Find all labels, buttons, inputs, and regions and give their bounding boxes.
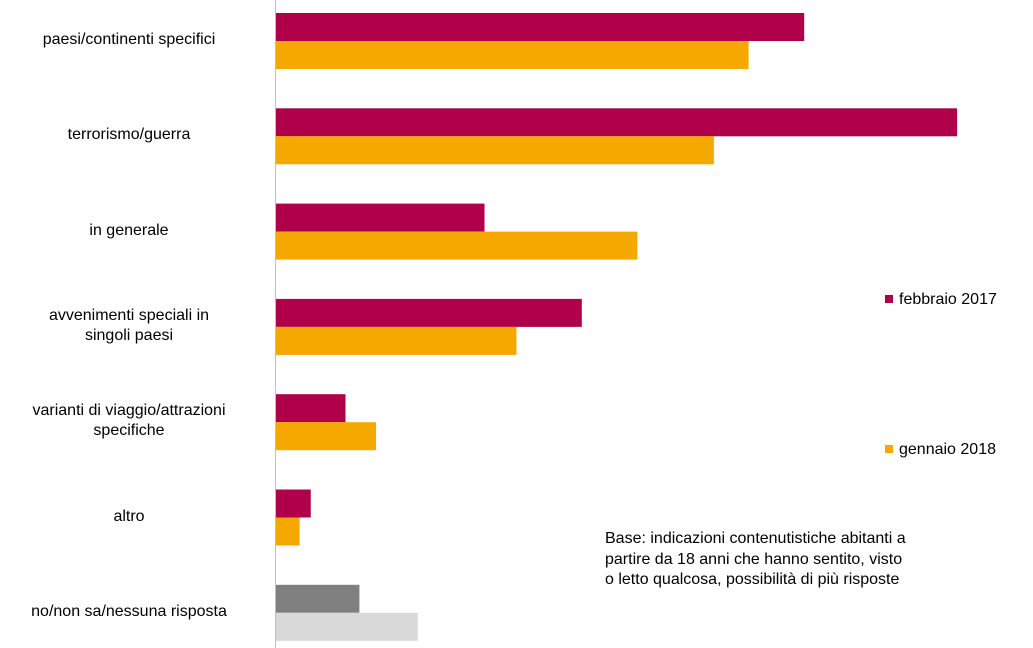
bar-gennaio-2018-0 [276, 41, 749, 69]
category-label-line: singoli paesi [84, 326, 174, 344]
legend-swatch-febbraio-2017 [885, 295, 893, 303]
category-label-line: varianti di viaggio/attrazioni [32, 402, 226, 420]
legend-item-febbraio-2017: febbraio 2017 [885, 290, 997, 310]
legend-label-gennaio-2018: gennaio 2018 [899, 441, 996, 458]
bar-febbraio-2017-0 [276, 13, 805, 41]
category-label-0: paesi/continenti specifici [0, 30, 258, 50]
bar-gennaio-2018-3 [276, 326, 517, 355]
bar-gennaio-2018-1 [276, 136, 714, 165]
legend-label-febbraio-2017: febbraio 2017 [899, 291, 997, 308]
legend-swatch-gennaio-2018 [885, 445, 893, 453]
legend-item-gennaio-2018: gennaio 2018 [885, 440, 996, 460]
bar-febbraio-2017-6 [276, 584, 360, 613]
category-label-6: no/non sa/nessuna risposta [0, 602, 258, 622]
bar-gennaio-2018-5 [276, 517, 300, 546]
category-label-1: terrorismo/guerra [0, 125, 258, 145]
category-label-line: no/non sa/nessuna risposta [31, 602, 227, 620]
bar-gennaio-2018-2 [276, 231, 638, 260]
bar-febbraio-2017-3 [276, 298, 582, 327]
bar-febbraio-2017-5 [276, 489, 311, 518]
base-note-line-2: partire da 18 anni che hanno sentito, vi… [605, 550, 903, 568]
category-label-line: in generale [89, 221, 169, 239]
category-label-3: avvenimenti speciali in singoli paesi [0, 306, 258, 346]
category-label-line: specifiche [93, 422, 165, 440]
bar-gennaio-2018-4 [276, 422, 377, 451]
category-label-2: in generale [0, 221, 258, 241]
base-note-line-3: o letto qualcosa, possibilità di più ris… [605, 571, 900, 588]
bar-gennaio-2018-6 [276, 612, 418, 641]
base-note-line-1: Base: indicazioni contenutistiche abitan… [605, 530, 906, 547]
bar-febbraio-2017-4 [276, 394, 346, 423]
category-label-5: altro [0, 507, 258, 527]
category-label-line: avvenimenti speciali in [48, 306, 210, 324]
base-note: Base: indicazioni contenutistiche abitan… [605, 529, 1033, 591]
category-label-line: altro [113, 507, 145, 525]
bar-febbraio-2017-2 [276, 203, 485, 232]
bar-febbraio-2017-1 [276, 108, 958, 137]
category-label-4: varianti di viaggio/attrazioni specifiche [0, 401, 258, 441]
category-label-line: terrorismo/guerra [67, 126, 191, 144]
category-label-line: paesi/continenti specifici [42, 31, 216, 48]
